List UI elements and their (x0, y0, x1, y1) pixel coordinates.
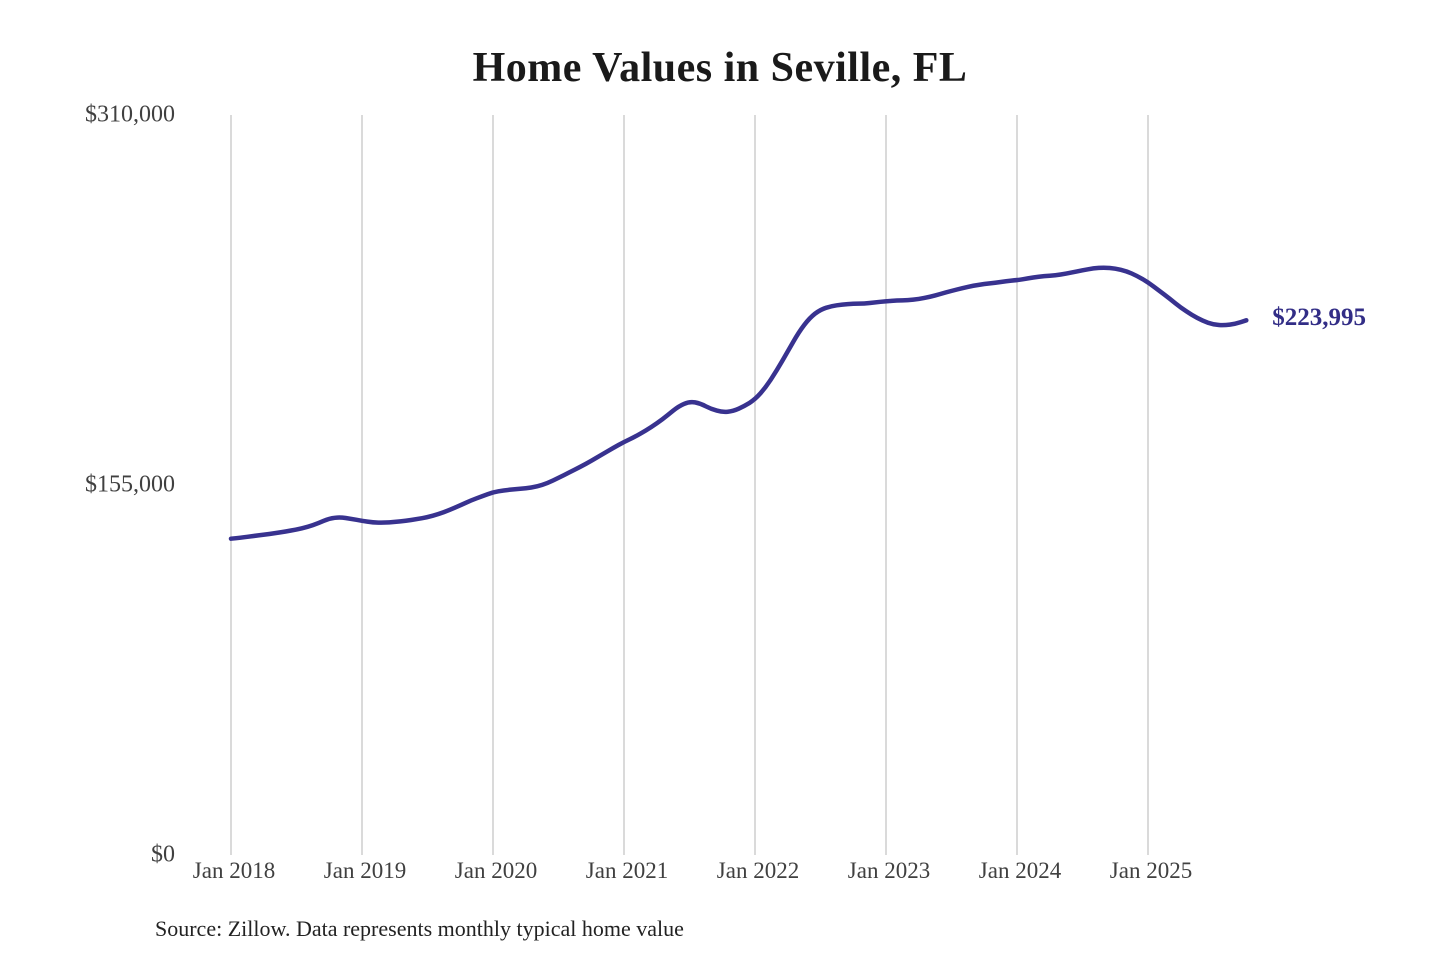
source-note: Source: Zillow. Data represents monthly … (155, 916, 684, 941)
x-tick-label-jan-2020: Jan 2020 (454, 858, 538, 883)
chart-title: Home Values in Seville, FL (472, 45, 968, 91)
x-tick-label-jan-2022: Jan 2022 (716, 858, 800, 883)
x-tick-label-jan-2023: Jan 2023 (847, 858, 931, 883)
y-tick-label-155000: $155,000 (85, 471, 175, 498)
home-value-line (228, 265, 1249, 541)
x-tick-label-jan-2025: Jan 2025 (1109, 858, 1193, 883)
y-tick-label-310000: $310,000 (85, 101, 175, 128)
x-tick-label-jan-2021: Jan 2021 (585, 858, 669, 883)
last-value-label: $223,995 (1272, 304, 1367, 332)
x-tick-label-jan-2024: Jan 2024 (978, 858, 1062, 883)
y-tick-label-0: $0 (151, 841, 175, 868)
x-tick-label-jan-2018: Jan 2018 (192, 858, 276, 883)
x-tick-label-jan-2019: Jan 2019 (323, 858, 407, 883)
